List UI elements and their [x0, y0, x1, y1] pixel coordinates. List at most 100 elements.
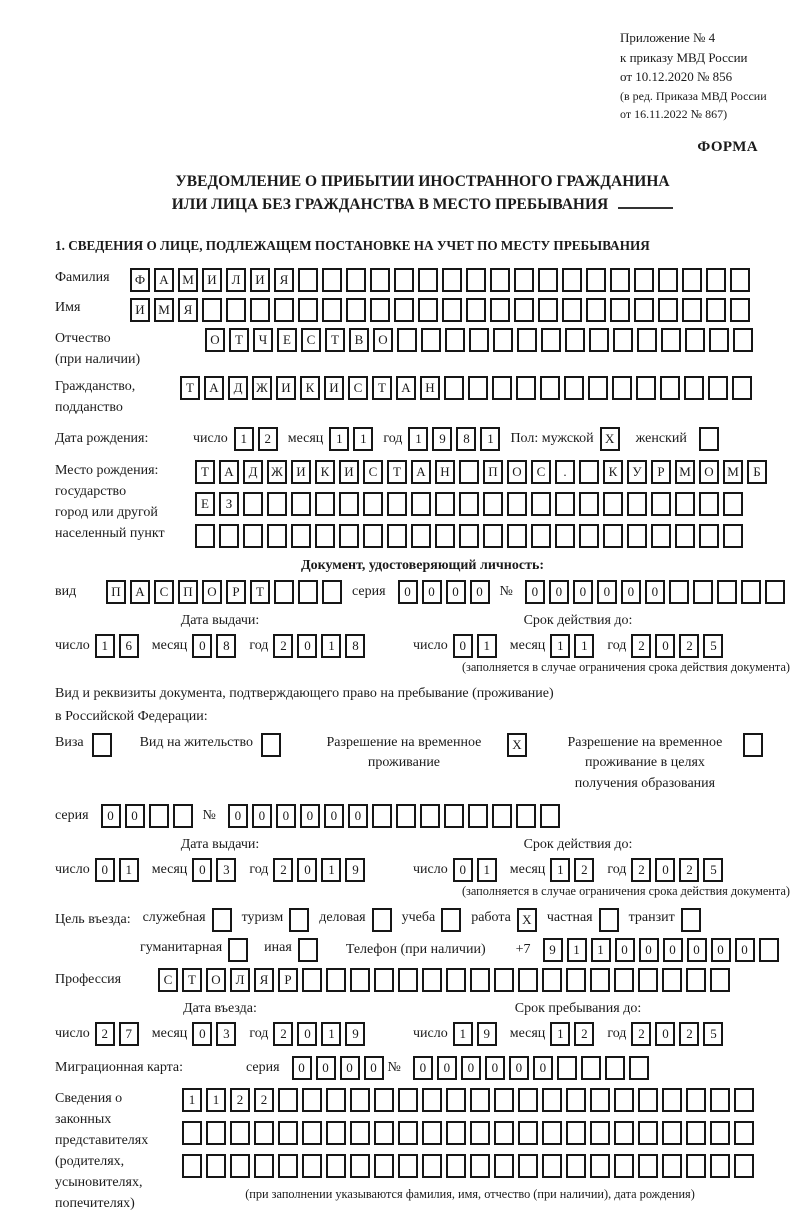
char-cell[interactable]: 0 [363, 1055, 384, 1080]
char-cell[interactable] [706, 298, 726, 322]
char-cell[interactable] [278, 1120, 298, 1145]
char-cell[interactable]: 1 [94, 634, 115, 658]
char-cell[interactable] [590, 1153, 610, 1178]
char-cell[interactable]: Л [230, 967, 250, 992]
char-cell[interactable] [579, 460, 599, 484]
char-cell[interactable] [219, 524, 239, 548]
char-cell[interactable]: 0 [100, 803, 121, 828]
char-cell[interactable]: 7 [118, 1021, 139, 1046]
char-cell[interactable] [445, 328, 465, 352]
char-cell[interactable]: А [219, 460, 239, 484]
char-cell[interactable]: Ф [130, 268, 150, 292]
char-cell[interactable] [490, 298, 510, 322]
char-cell[interactable] [628, 1055, 649, 1080]
char-cell[interactable] [466, 268, 486, 292]
char-cell[interactable] [446, 1153, 466, 1178]
char-cell[interactable]: 0 [436, 1055, 457, 1080]
char-cell[interactable] [740, 580, 761, 604]
char-cell[interactable]: 1 [353, 427, 374, 451]
char-cell[interactable] [267, 524, 287, 548]
char-cell[interactable] [491, 803, 512, 828]
char-cell[interactable] [518, 967, 538, 992]
char-cell[interactable] [562, 298, 582, 322]
char-cell[interactable]: К [603, 460, 623, 484]
char-cell[interactable] [614, 1153, 634, 1178]
char-cell[interactable]: 0 [662, 937, 683, 962]
char-cell[interactable]: 1 [118, 857, 139, 882]
char-cell[interactable]: 0 [452, 634, 473, 658]
char-cell[interactable]: 0 [655, 634, 676, 658]
char-cell[interactable]: 0 [572, 580, 593, 604]
char-cell[interactable] [590, 1120, 610, 1145]
char-cell[interactable] [469, 328, 489, 352]
char-cell[interactable] [684, 376, 704, 400]
char-cell[interactable] [494, 1120, 514, 1145]
char-cell[interactable]: 0 [548, 580, 569, 604]
char-cell[interactable] [541, 328, 561, 352]
char-cell[interactable]: 2 [273, 634, 294, 658]
char-cell[interactable] [466, 298, 486, 322]
char-cell[interactable] [302, 967, 322, 992]
char-cell[interactable] [723, 524, 743, 548]
char-cell[interactable]: 1 [321, 857, 342, 882]
char-cell[interactable]: 1 [182, 1087, 202, 1112]
char-cell[interactable] [579, 492, 599, 516]
char-cell[interactable] [298, 580, 318, 604]
char-cell[interactable] [723, 492, 743, 516]
char-cell[interactable]: 1 [329, 427, 350, 451]
char-cell[interactable] [442, 268, 462, 292]
char-cell[interactable] [260, 733, 281, 757]
char-cell[interactable]: С [531, 460, 551, 484]
char-cell[interactable] [387, 524, 407, 548]
char-cell[interactable] [470, 967, 490, 992]
char-cell[interactable]: Л [226, 268, 246, 292]
char-cell[interactable] [398, 1120, 418, 1145]
char-cell[interactable] [446, 1087, 466, 1112]
char-cell[interactable] [540, 376, 560, 400]
char-cell[interactable] [562, 268, 582, 292]
char-cell[interactable] [651, 492, 671, 516]
char-cell[interactable] [730, 268, 750, 292]
char-cell[interactable] [346, 298, 366, 322]
char-cell[interactable] [182, 1153, 202, 1178]
char-cell[interactable] [397, 328, 417, 352]
char-cell[interactable] [418, 298, 438, 322]
char-cell[interactable]: П [106, 580, 126, 604]
char-cell[interactable]: 0 [347, 803, 368, 828]
char-cell[interactable] [590, 967, 610, 992]
char-cell[interactable] [291, 492, 311, 516]
char-cell[interactable]: Д [243, 460, 263, 484]
char-cell[interactable]: 2 [273, 857, 294, 882]
char-cell[interactable] [680, 907, 701, 932]
char-cell[interactable]: 0 [508, 1055, 529, 1080]
char-cell[interactable]: . [555, 460, 575, 484]
char-cell[interactable]: 2 [679, 1021, 700, 1046]
char-cell[interactable]: Я [254, 967, 274, 992]
char-cell[interactable] [326, 967, 346, 992]
char-cell[interactable] [278, 1153, 298, 1178]
char-cell[interactable]: Т [250, 580, 270, 604]
char-cell[interactable] [435, 524, 455, 548]
char-cell[interactable]: И [339, 460, 359, 484]
char-cell[interactable] [346, 268, 366, 292]
char-cell[interactable] [470, 1087, 490, 1112]
char-cell[interactable]: 2 [254, 1087, 274, 1112]
char-cell[interactable] [685, 328, 705, 352]
char-cell[interactable]: 0 [734, 937, 755, 962]
char-cell[interactable] [446, 1120, 466, 1145]
char-cell[interactable]: 0 [638, 937, 659, 962]
char-cell[interactable]: 0 [614, 937, 635, 962]
char-cell[interactable]: 1 [476, 857, 497, 882]
char-cell[interactable] [638, 967, 658, 992]
char-cell[interactable]: 0 [644, 580, 665, 604]
char-cell[interactable] [566, 1120, 586, 1145]
char-cell[interactable]: Я [274, 268, 294, 292]
char-cell[interactable] [483, 524, 503, 548]
char-cell[interactable]: 2 [273, 1021, 294, 1046]
char-cell[interactable] [634, 268, 654, 292]
char-cell[interactable] [699, 524, 719, 548]
char-cell[interactable]: 1 [574, 634, 595, 658]
char-cell[interactable] [518, 1153, 538, 1178]
char-cell[interactable] [675, 492, 695, 516]
char-cell[interactable] [228, 937, 249, 962]
